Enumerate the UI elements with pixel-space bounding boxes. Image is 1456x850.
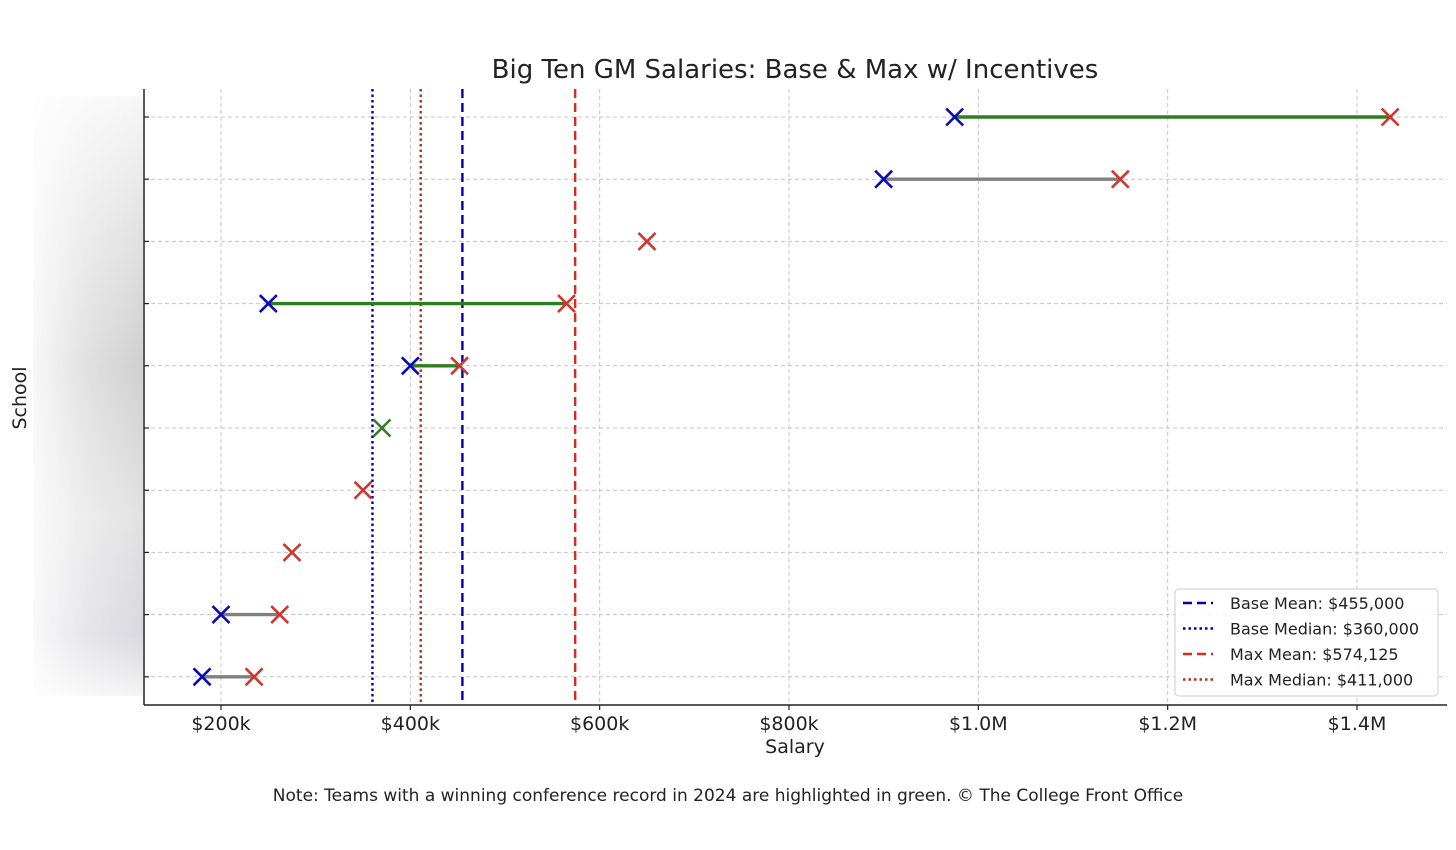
max-salary-marker xyxy=(637,231,657,251)
y-axis-label: School xyxy=(9,366,31,429)
legend-label: Max Median: $411,000 xyxy=(1230,671,1413,690)
school-row-4 xyxy=(400,356,469,376)
legend-frame xyxy=(1174,588,1439,697)
base-salary-marker xyxy=(211,605,231,625)
obscured-school-labels xyxy=(33,96,143,696)
base-salary-marker xyxy=(400,356,420,376)
base-salary-marker xyxy=(945,107,965,127)
max-salary-marker xyxy=(270,605,290,625)
legend-label: Base Mean: $455,000 xyxy=(1230,594,1404,613)
x-tick-label-1: $400k xyxy=(381,713,440,735)
x-tick-label-2: $600k xyxy=(570,713,629,735)
legend-item-1: Base Median: $360,000 xyxy=(1183,620,1419,639)
base-salary-marker xyxy=(258,294,278,314)
max-salary-marker xyxy=(372,418,392,438)
max-salary-marker xyxy=(1110,169,1130,189)
max-salary-marker xyxy=(282,542,302,562)
tick-layer: $200k $400k $600k $800k $1.0M $1.2M $1.4M xyxy=(144,116,1387,735)
max-salary-marker xyxy=(450,356,469,376)
footnote: Note: Teams with a winning conference re… xyxy=(272,786,1184,806)
school-row-7 xyxy=(282,542,302,562)
legend-label: Max Mean: $574,125 xyxy=(1230,645,1399,664)
school-row-5 xyxy=(372,418,392,438)
school-row-2 xyxy=(637,231,657,251)
data-layer xyxy=(192,107,1400,687)
max-salary-marker xyxy=(1380,107,1400,127)
legend-label: Base Median: $360,000 xyxy=(1230,620,1419,639)
legend-item-0: Base Mean: $455,000 xyxy=(1183,594,1404,613)
school-row-8 xyxy=(211,605,290,625)
chart-title: Big Ten GM Salaries: Base & Max w/ Incen… xyxy=(492,55,1099,85)
x-axis-label: Salary xyxy=(765,736,825,758)
x-tick-label-6: $1.4M xyxy=(1328,713,1387,735)
reference-lines xyxy=(371,89,577,705)
school-row-9 xyxy=(192,667,264,687)
school-row-3 xyxy=(258,294,576,314)
school-row-6 xyxy=(353,480,373,500)
school-row-1 xyxy=(874,169,1130,189)
base-salary-marker xyxy=(874,169,894,189)
max-salary-marker xyxy=(353,480,373,500)
max-salary-marker xyxy=(557,294,576,314)
legend-item-3: Max Median: $411,000 xyxy=(1183,671,1413,690)
x-tick-label-3: $800k xyxy=(759,713,818,735)
x-tick-label-5: $1.2M xyxy=(1138,713,1197,735)
x-tick-label-4: $1.0M xyxy=(949,713,1008,735)
legend-item-2: Max Mean: $574,125 xyxy=(1183,645,1399,664)
school-row-0 xyxy=(945,107,1400,127)
legend: Base Mean: $455,000 Base Median: $360,000… xyxy=(1174,588,1439,697)
base-salary-marker xyxy=(192,667,212,687)
x-tick-label-0: $200k xyxy=(191,713,250,735)
max-salary-marker xyxy=(244,667,264,687)
